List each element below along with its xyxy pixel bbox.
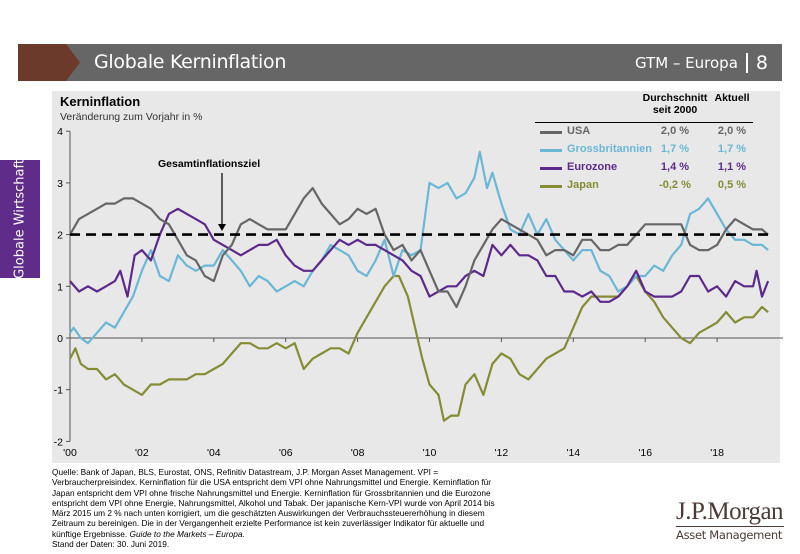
footnote-italic: Guide to the Markets – Europa. xyxy=(129,528,245,539)
chart-title: Kerninflation xyxy=(60,94,141,109)
footnote: Quelle: Bank of Japan, BLS, Eurostat, ON… xyxy=(52,467,502,549)
x-tick-label: '10 xyxy=(423,447,437,459)
x-tick-label: '06 xyxy=(279,447,293,459)
series-line-japan xyxy=(69,274,769,422)
header-right: GTM – Europa 8 xyxy=(635,52,768,74)
legend-current: 1,1 % xyxy=(717,161,747,173)
legend-swatch-japan xyxy=(540,185,562,188)
x-tick-label: '18 xyxy=(710,447,724,459)
logo-main: J.P.Morgan xyxy=(676,498,784,525)
legend-row-usa: USA 2,0 % 2,0 % xyxy=(535,124,775,140)
y-tick-label: -2 xyxy=(54,436,63,448)
x-tick-label: '14 xyxy=(566,447,580,459)
footnote-text: Quelle: Bank of Japan, BLS, Eurostat, ON… xyxy=(52,467,495,539)
annotation-arrow-head xyxy=(218,224,226,231)
target-annotation: Gesamtinflationsziel xyxy=(158,158,261,170)
legend-avg: 1,4 % xyxy=(660,161,690,173)
side-tab[interactable]: Globale Wirtschaft xyxy=(0,159,40,279)
x-tick-label: '02 xyxy=(135,447,149,459)
y-tick-label: 3 xyxy=(57,178,63,190)
legend-avg: -0,2 % xyxy=(659,179,691,191)
legend-current: 2,0 % xyxy=(717,125,747,137)
legend-rule xyxy=(535,122,753,123)
legend-name: Japan xyxy=(567,179,599,191)
series-line-usa xyxy=(69,187,769,309)
y-tick-label: 0 xyxy=(57,333,63,345)
y-tick-label: 4 xyxy=(57,126,63,138)
y-tick-label: 1 xyxy=(57,281,63,293)
x-tick-label: '08 xyxy=(351,447,365,459)
header-divider xyxy=(745,53,748,73)
chart-panel xyxy=(52,91,780,463)
legend-col-avg-line2: seit 2000 xyxy=(652,104,698,116)
page-number: 8 xyxy=(755,52,768,74)
logo-rule xyxy=(676,526,784,527)
series-label: GTM – Europa xyxy=(634,54,738,72)
legend-col-current: Aktuell xyxy=(714,92,750,104)
series-line-eurozone xyxy=(69,207,770,303)
legend-swatch-uk xyxy=(540,149,562,152)
logo-sub: Asset Management xyxy=(676,528,783,542)
y-tick-label: 2 xyxy=(57,230,63,242)
legend-col-avg-line1: Durchschnitt xyxy=(642,92,708,104)
axes: -2 -1 0 1 2 3 4 '00 '02 '04 '06 '08 '10 '12 '14 '16 '18 xyxy=(54,126,784,459)
legend-name: Grossbritannien xyxy=(567,143,652,155)
legend-name: Eurozone xyxy=(567,161,618,173)
legend-swatch-usa xyxy=(540,131,562,134)
legend-row-japan: Japan -0,2 % 0,5 % xyxy=(535,178,775,194)
chart-subtitle: Veränderung zum Vorjahr in % xyxy=(60,111,203,123)
header-bar: Globale Kerninflation GTM – Europa 8 xyxy=(18,44,782,81)
legend-current: 1,7 % xyxy=(717,143,747,155)
y-tick-label: -1 xyxy=(54,385,63,397)
legend-row-uk: Grossbritannien 1,7 % 1,7 % xyxy=(535,142,775,158)
legend-swatch-eurozone xyxy=(540,167,562,170)
legend-avg: 1,7 % xyxy=(660,143,690,155)
legend-name: USA xyxy=(567,125,591,137)
annotation-layer xyxy=(218,173,226,231)
series-layer xyxy=(69,150,770,422)
jpmorgan-logo: J.P.Morgan Asset Management xyxy=(676,498,786,542)
x-tick-label: '12 xyxy=(495,447,509,459)
x-tick-label: '00 xyxy=(63,447,77,459)
legend-current: 0,5 % xyxy=(717,179,747,191)
x-tick-label: '16 xyxy=(638,447,652,459)
legend-avg: 2,0 % xyxy=(660,125,690,137)
header-title-bar xyxy=(66,44,782,81)
x-tick-label: '04 xyxy=(207,447,221,459)
footnote-date: Stand der Daten: 30. Juni 2019. xyxy=(52,539,170,550)
legend-row-eurozone: Eurozone 1,4 % 1,1 % xyxy=(535,160,775,176)
legend-col-avg: Durchschnitt seit 2000 xyxy=(637,92,713,116)
page-title: Globale Kerninflation xyxy=(94,51,287,73)
